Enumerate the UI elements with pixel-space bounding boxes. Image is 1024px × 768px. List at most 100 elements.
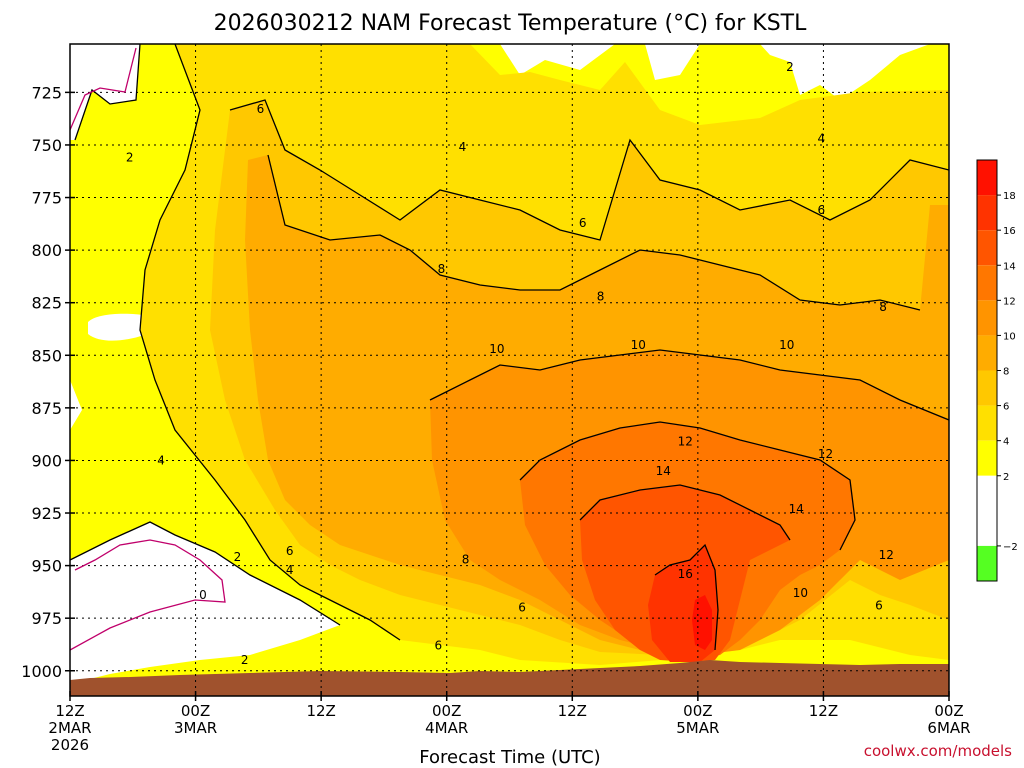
x-tick-label: 2026 bbox=[51, 736, 89, 754]
contour-label: 6 bbox=[257, 102, 265, 116]
contour-label: 12 bbox=[879, 548, 894, 562]
region-white-0-2 bbox=[70, 44, 140, 140]
x-tick-label: 2MAR bbox=[48, 719, 91, 737]
y-tick-label: 750 bbox=[31, 136, 62, 155]
x-tick-label: 00Z bbox=[432, 702, 461, 720]
colorbar-swatch bbox=[977, 405, 997, 441]
band-bright-red-18-20 bbox=[692, 595, 712, 650]
y-tick-label: 875 bbox=[31, 399, 62, 418]
contour-label: 0 bbox=[199, 588, 207, 602]
colorbar-tick-label: 10 bbox=[1003, 331, 1016, 342]
contour-label: 6 bbox=[579, 216, 587, 230]
contour-label: 8 bbox=[462, 552, 470, 566]
contour-lines bbox=[70, 44, 949, 651]
contour-line-zero bbox=[70, 539, 226, 651]
x-tick-label: 12Z bbox=[809, 702, 838, 720]
colorbar: 18 16 14 12 10 8 6 4 2 −2 bbox=[976, 159, 1018, 582]
contour-label: 12 bbox=[678, 435, 693, 449]
contour-line-12 bbox=[519, 421, 856, 551]
contour-line-16 bbox=[654, 543, 719, 651]
plot-frame bbox=[69, 43, 950, 697]
x-tick-label: 00Z bbox=[683, 702, 712, 720]
region-white-lower-left bbox=[70, 522, 340, 684]
credit-link[interactable]: coolwx.com/models bbox=[864, 742, 1012, 760]
colorbar-tick-label: 18 bbox=[1003, 191, 1016, 202]
contour-label: 6 bbox=[518, 601, 526, 615]
y-tick-label: 975 bbox=[31, 609, 62, 628]
x-tick-label: 12Z bbox=[306, 702, 335, 720]
contour-line-4 bbox=[139, 44, 401, 641]
colorbar-tick-label: 12 bbox=[1003, 296, 1016, 307]
contour-label: 10 bbox=[793, 586, 808, 600]
contour-label: 2 bbox=[241, 653, 249, 667]
contour-label: 8 bbox=[438, 262, 446, 276]
contour-label: 12 bbox=[818, 447, 833, 461]
x-tick-label: 00Z bbox=[181, 702, 210, 720]
y-tick-label: 925 bbox=[31, 504, 62, 523]
contour-label: 14 bbox=[789, 502, 804, 516]
y-axis: 725 750 775 800 825 850 875 900 925 950 975 1000 bbox=[21, 83, 75, 681]
contour-label: 16 bbox=[678, 567, 693, 581]
y-tick-label: 775 bbox=[31, 189, 62, 208]
contour-label: 8 bbox=[879, 300, 887, 314]
contour-label: 6 bbox=[875, 599, 883, 613]
contour-line-10 bbox=[429, 349, 949, 421]
colorbar-swatch bbox=[977, 440, 997, 476]
contour-line-14 bbox=[579, 484, 791, 541]
y-tick-label: 725 bbox=[31, 83, 62, 102]
gridlines bbox=[70, 44, 949, 696]
x-tick-label: 5MAR bbox=[676, 719, 719, 737]
contour-label: 14 bbox=[656, 464, 671, 478]
contour-label: 4 bbox=[459, 140, 467, 154]
colorbar-swatch bbox=[977, 370, 997, 406]
region-white-upper-right bbox=[280, 44, 930, 100]
colorbar-tick-label: −2 bbox=[1003, 542, 1018, 553]
contour-line-2-lower bbox=[70, 521, 341, 626]
colorbar-swatch bbox=[977, 335, 997, 371]
ground-surface bbox=[70, 660, 949, 696]
x-axis-label: Forecast Time (UTC) bbox=[419, 747, 600, 768]
contour-label: 6 bbox=[818, 203, 826, 217]
colorbar-tick-label: 4 bbox=[1003, 437, 1009, 448]
x-tick-label: 3MAR bbox=[174, 719, 217, 737]
contour-line-8 bbox=[267, 154, 921, 311]
contour-line-6 bbox=[229, 99, 949, 241]
contour-label: 4 bbox=[818, 132, 826, 146]
x-tick-label: 00Z bbox=[934, 702, 963, 720]
colorbar-swatch bbox=[977, 265, 997, 301]
contour-line-2-upper bbox=[74, 44, 141, 141]
colorbar-tick-label: 8 bbox=[1003, 367, 1009, 378]
colorbar-swatch bbox=[977, 545, 997, 581]
y-tick-label: 950 bbox=[31, 557, 62, 576]
colorbar-tick-label: 6 bbox=[1003, 402, 1009, 413]
colorbar-swatch bbox=[977, 195, 997, 231]
y-tick-label: 800 bbox=[31, 241, 62, 260]
contour-label: 8 bbox=[597, 289, 605, 303]
y-tick-label: 825 bbox=[31, 294, 62, 313]
y-tick-label: 850 bbox=[31, 346, 62, 365]
x-tick-label: 12Z bbox=[55, 702, 84, 720]
y-tick-label: 900 bbox=[31, 451, 62, 470]
x-tick-label: 12Z bbox=[558, 702, 587, 720]
colorbar-swatch bbox=[977, 300, 997, 336]
contour-line-zero-upper bbox=[70, 47, 137, 131]
colorbar-swatch bbox=[977, 475, 997, 546]
contour-labels: 2 6 4 2 4 6 6 8 8 8 10 10 10 12 12 14 14 12 16 10 6 8 6 6 4 6 4 2 0 2 bbox=[126, 60, 894, 667]
contour-label: 10 bbox=[631, 338, 646, 352]
contour-label: 10 bbox=[779, 338, 794, 352]
contour-label: 4 bbox=[286, 563, 294, 577]
region-white-bump bbox=[70, 380, 82, 430]
colorbar-tick-label: 2 bbox=[1003, 472, 1009, 483]
x-tick-label: 4MAR bbox=[425, 719, 468, 737]
colorbar-swatch bbox=[977, 230, 997, 266]
contour-label: 2 bbox=[234, 550, 242, 564]
contour-label: 10 bbox=[489, 342, 504, 356]
colorbar-tick-label: 14 bbox=[1003, 261, 1016, 272]
contour-label: 2 bbox=[126, 151, 134, 165]
y-tick-label: 1000 bbox=[21, 662, 62, 681]
contour-label: 6 bbox=[435, 639, 443, 653]
contour-label: 6 bbox=[286, 544, 294, 558]
plot-area bbox=[70, 44, 949, 696]
